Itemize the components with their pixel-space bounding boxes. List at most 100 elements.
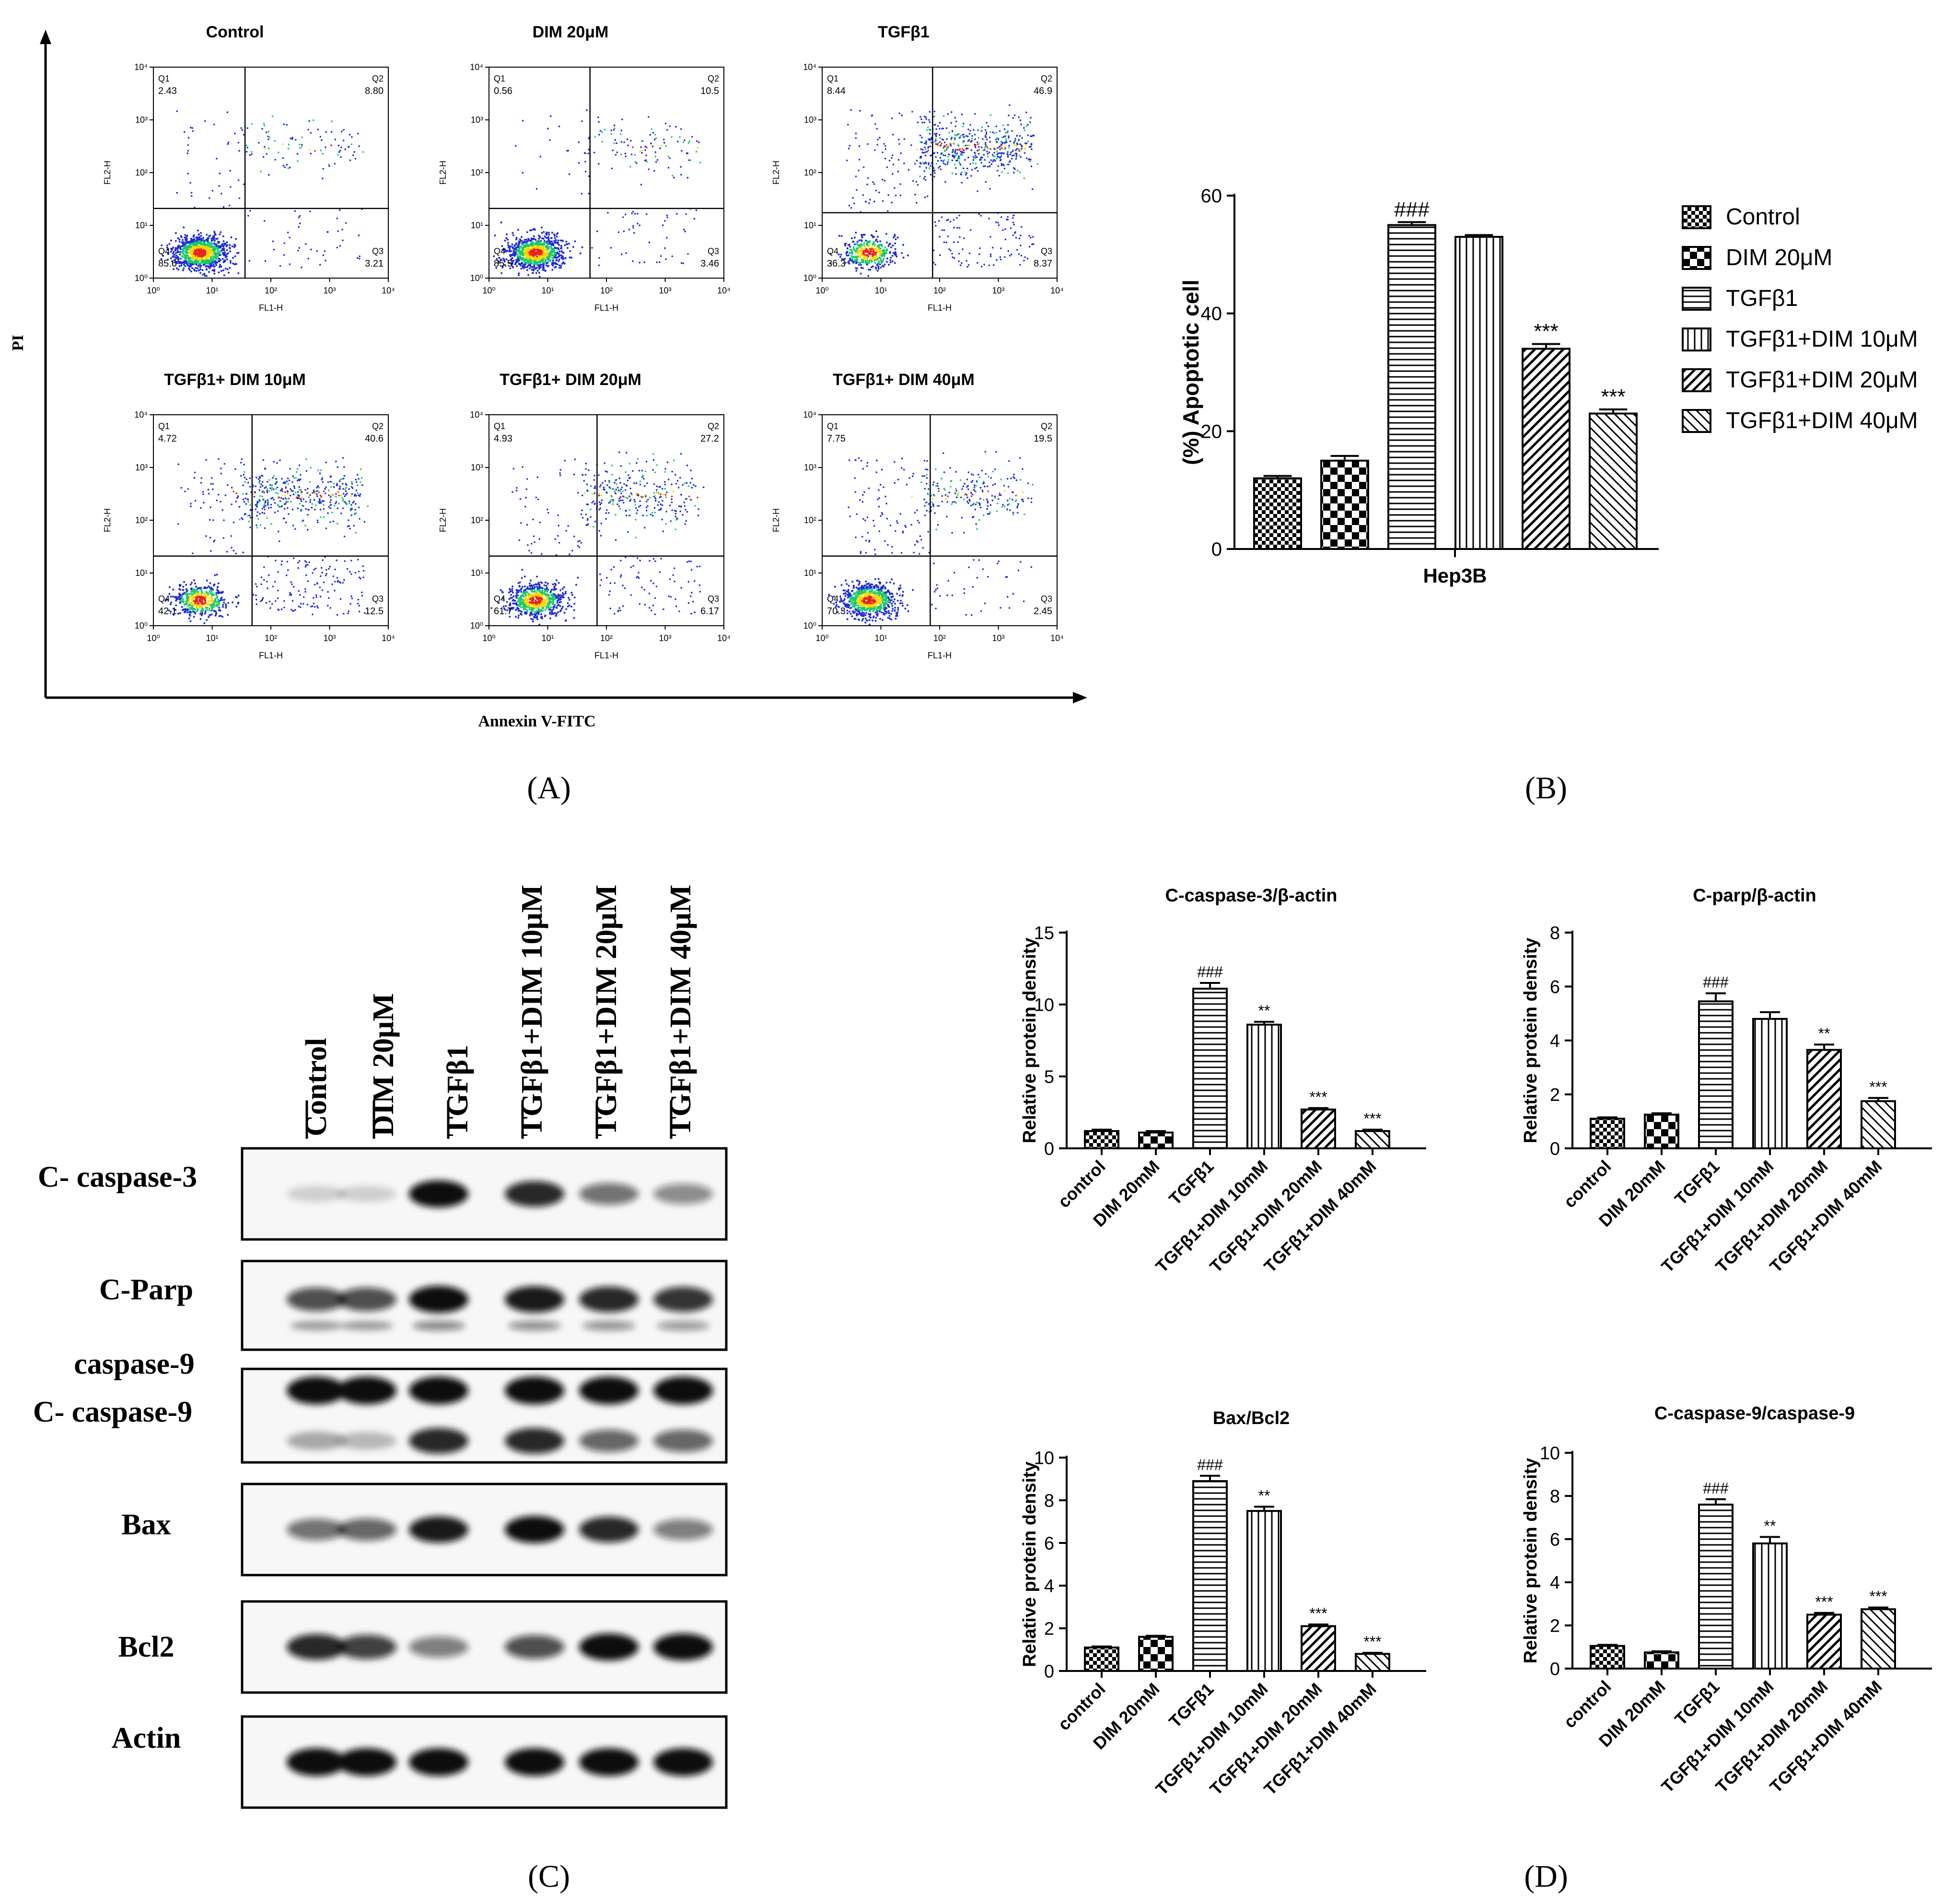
flow-dot [996, 137, 998, 139]
flow-dot [290, 137, 292, 140]
quadrant-name: Q2 [708, 74, 719, 83]
flow-dot [321, 589, 324, 591]
flow-dot [562, 261, 565, 264]
flow-dot [210, 265, 213, 268]
flow-dot [652, 132, 654, 134]
flow-dot [646, 213, 648, 215]
flow-dot [986, 151, 988, 152]
flow-dot [855, 132, 857, 135]
flow-dot [892, 133, 894, 136]
flow-dot [980, 156, 982, 159]
flow-dot [949, 221, 952, 223]
flow-dot [628, 228, 630, 231]
flow-dot [204, 587, 207, 589]
flow-dot [337, 153, 339, 156]
flow-dot [862, 166, 865, 168]
flow-dot [875, 239, 877, 242]
flow-dot [226, 111, 229, 113]
flow-dot [1018, 148, 1020, 150]
flow-dot [189, 604, 191, 606]
flow-dot [308, 496, 310, 498]
flow-dot [201, 613, 204, 615]
flow-dot [873, 241, 875, 243]
flow-dot [172, 251, 175, 253]
flow-dot [885, 252, 888, 254]
flow-dot [299, 502, 301, 505]
flow-dot [829, 262, 832, 265]
flow-dot [621, 118, 623, 120]
flow-dot [942, 138, 943, 140]
flow-dot [185, 588, 187, 590]
flow-dot [543, 247, 545, 250]
flow-dot [898, 143, 900, 145]
flow-dot [495, 267, 498, 269]
flow-dot [529, 256, 531, 258]
flow-dot [578, 162, 580, 164]
flow-dot [313, 569, 315, 571]
flow-dot [185, 256, 187, 258]
flow-dot [212, 260, 214, 262]
y-tick-label: 10¹ [135, 568, 148, 578]
flow-dot [175, 596, 177, 598]
flow-dot [596, 230, 598, 233]
flow-dot [268, 574, 270, 576]
flow-dot [218, 493, 220, 496]
flow-dot [227, 143, 229, 145]
flow-dot [525, 238, 527, 241]
flow-dot [201, 592, 203, 594]
quadrant-name: Q1 [827, 74, 838, 83]
flow-dot [199, 257, 201, 259]
flow-dot [283, 242, 285, 244]
flow-dot [899, 183, 901, 185]
flow-dot [348, 610, 350, 612]
flow-dot [210, 256, 212, 258]
x-tick-label: 10⁴ [717, 286, 731, 295]
flow-dot [860, 243, 862, 245]
flow-dot [288, 143, 290, 146]
flow-dot [535, 272, 537, 274]
flow-dot [891, 157, 893, 159]
flow-dot [515, 238, 518, 241]
flow-dot [331, 494, 333, 496]
flow-dot [1024, 129, 1026, 131]
flow-dot [869, 252, 871, 254]
flow-dot [538, 243, 541, 245]
flow-dot [320, 496, 322, 498]
flow-dot [183, 592, 186, 594]
flow-dot [562, 258, 564, 260]
flow-dot [1005, 141, 1007, 143]
flow-dot [221, 599, 223, 601]
flow-dot [997, 147, 999, 149]
flow-dot [349, 571, 351, 573]
flow-dot [222, 248, 224, 251]
y-tick-label: 10¹ [804, 221, 816, 230]
flow-dot [526, 231, 528, 234]
flow-dot [309, 210, 311, 212]
flow-dot [219, 266, 221, 268]
flow-dot [294, 609, 296, 611]
flow-dot [276, 480, 278, 483]
flow-dot [298, 605, 300, 607]
flow-dot [547, 582, 549, 584]
flow-dot [345, 487, 348, 489]
flow-dot [341, 130, 343, 133]
flow-dot [965, 135, 967, 137]
flow-dot [1025, 142, 1028, 144]
flow-dot [948, 248, 950, 250]
flow-dot [244, 514, 246, 515]
flow-dot [877, 248, 880, 250]
flow-dot [300, 500, 303, 502]
flow-dot [552, 248, 554, 251]
flow-dot [989, 140, 991, 143]
flow-plot-title: TGFβ1+ DIM 20μM [500, 371, 641, 389]
flow-dot [512, 232, 514, 234]
flow-dot [673, 176, 675, 179]
flow-dot [920, 118, 922, 120]
flow-dot [262, 485, 264, 487]
flow-dot [1024, 256, 1026, 258]
flow-dot [191, 248, 193, 250]
flow-dot [216, 499, 218, 502]
flow-dot [879, 244, 881, 246]
flow-dot [334, 581, 336, 583]
flow-dot [329, 566, 331, 568]
